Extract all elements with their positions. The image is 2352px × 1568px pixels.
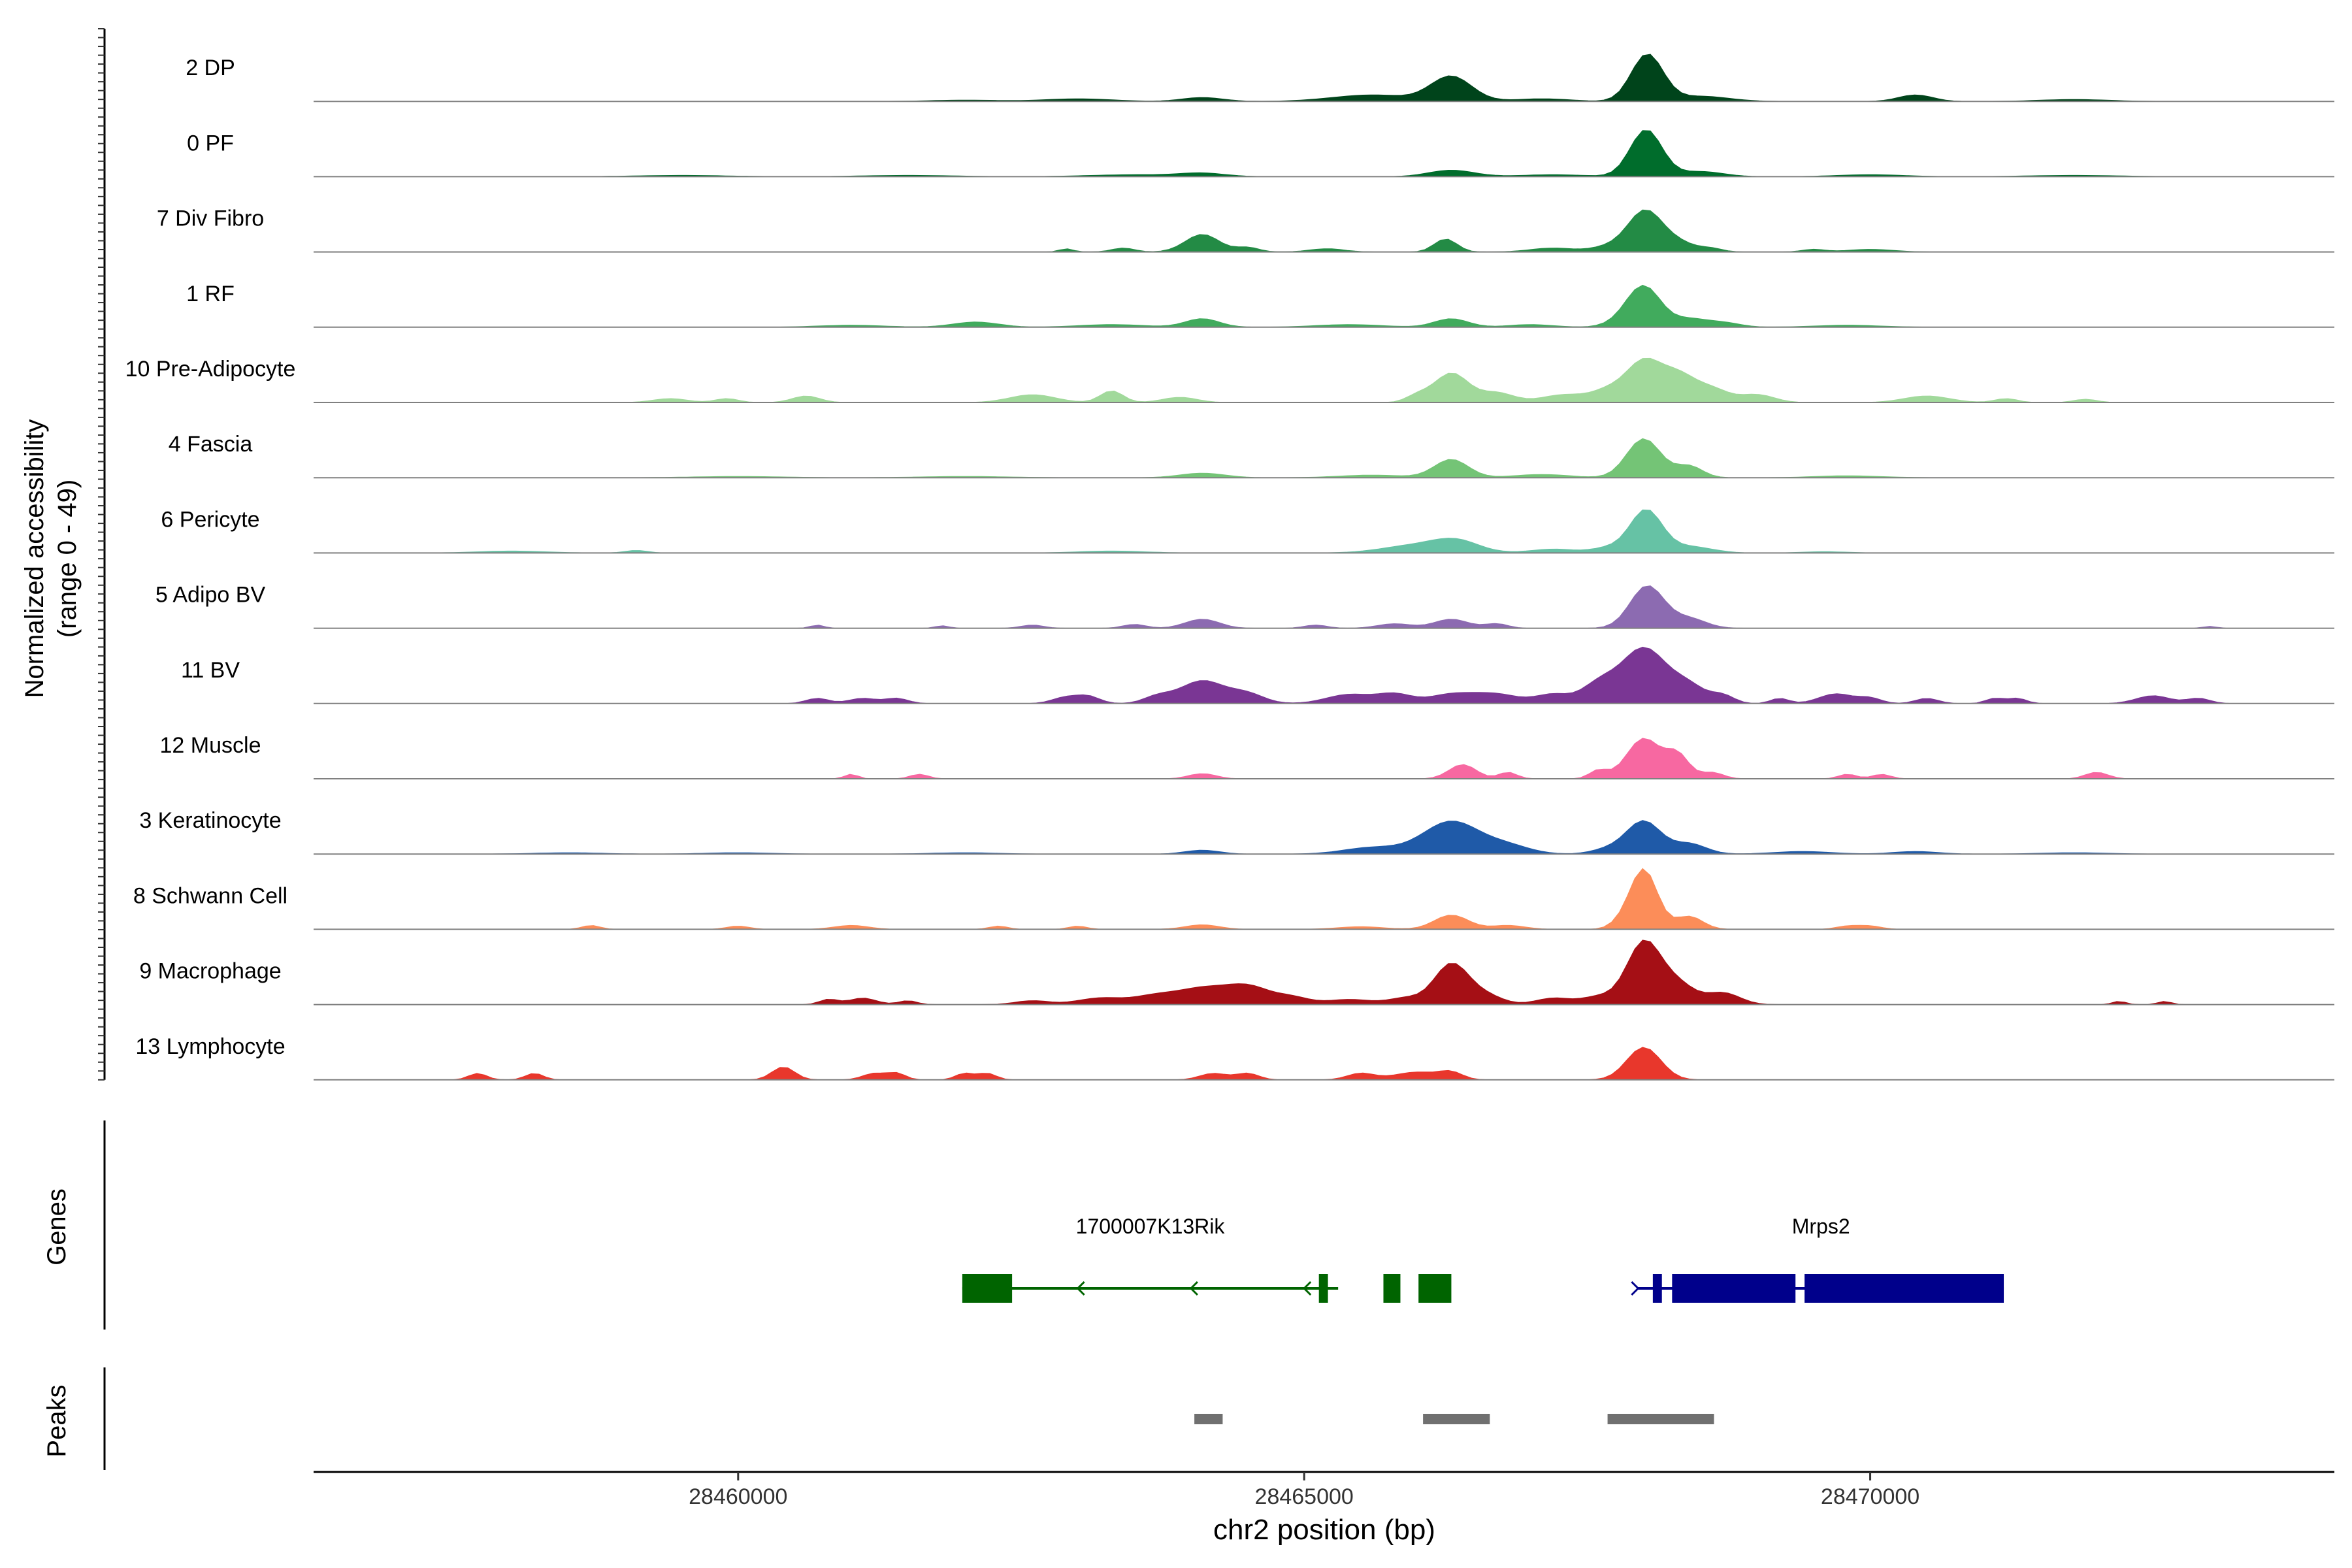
gene-exon: [1318, 1274, 1328, 1303]
gene-exon: [1672, 1274, 1796, 1303]
gene-1700007k13rik: 1700007K13Rik: [962, 1215, 1452, 1303]
peak-region: [1607, 1414, 1714, 1424]
gene-label: Mrps2: [1792, 1215, 1850, 1238]
x-tick-label: 28460000: [689, 1484, 787, 1509]
gene-exon: [1418, 1274, 1452, 1303]
track-label: 10 Pre-Adipocyte: [125, 357, 296, 382]
track-label: 6 Pericyte: [161, 507, 259, 532]
peaks-track: [103, 1367, 1714, 1470]
strand-arrow: [1631, 1281, 1640, 1296]
coverage-area: [314, 438, 2334, 478]
coverage-area: [314, 130, 2334, 177]
gene-label: 1700007K13Rik: [1076, 1215, 1226, 1238]
coverage-area: [314, 738, 2334, 779]
peak-region: [1423, 1414, 1490, 1424]
gene-exon: [1383, 1274, 1401, 1303]
track-label: 0 PF: [187, 131, 234, 155]
coverage-area: [314, 284, 2334, 328]
coverage-area: [314, 1047, 2334, 1081]
coverage-area: [314, 585, 2334, 629]
gene-mrps2: Mrps2: [1631, 1215, 2004, 1303]
coverage-area: [314, 868, 2334, 930]
y-axis: [98, 28, 106, 1081]
track-2-dp: 2 DP: [186, 54, 2334, 103]
track-label: 12 Muscle: [160, 733, 261, 758]
strand-arrow: [1076, 1281, 1085, 1296]
gene-exon: [962, 1274, 1013, 1303]
genes-track-label: Genes: [42, 1188, 71, 1266]
track-13-lymphocyte: 13 Lymphocyte: [135, 1034, 2334, 1081]
coverage-area: [314, 646, 2334, 704]
x-axis-label: chr2 position (bp): [1213, 1514, 1435, 1546]
track-8-schwann-cell: 8 Schwann Cell: [133, 868, 2334, 930]
y-axis-label-line1: Normalized accessibility: [20, 419, 49, 698]
x-tick-label: 28465000: [1255, 1484, 1354, 1509]
track-12-muscle: 12 Muscle: [160, 733, 2334, 779]
coverage-area: [314, 54, 2334, 102]
coverage-area: [314, 509, 2334, 553]
coverage-area: [314, 939, 2334, 1005]
gene-exon: [1805, 1274, 2004, 1303]
track-1-rf: 1 RF: [186, 282, 2334, 328]
coverage-area: [314, 820, 2334, 855]
peak-region: [1194, 1414, 1223, 1424]
track-label: 3 Keratinocyte: [139, 808, 281, 833]
track-label: 1 RF: [186, 282, 235, 306]
track-label: 2 DP: [186, 56, 235, 80]
track-label: 11 BV: [181, 658, 240, 683]
track-3-keratinocyte: 3 Keratinocyte: [139, 808, 2334, 855]
track-0-pf: 0 PF: [187, 130, 2334, 178]
track-label: 8 Schwann Cell: [133, 883, 287, 908]
track-10-pre-adipocyte: 10 Pre-Adipocyte: [125, 357, 2334, 403]
track-9-macrophage: 9 Macrophage: [139, 939, 2334, 1005]
track-label: 13 Lymphocyte: [135, 1034, 285, 1059]
x-axis: 28460000 28465000 28470000: [314, 1471, 2334, 1509]
peaks-track-label: Peaks: [42, 1384, 71, 1457]
strand-arrow: [1303, 1281, 1312, 1296]
y-axis-label-line2: (range 0 - 49): [53, 480, 82, 638]
track-label: 9 Macrophage: [139, 959, 281, 984]
x-tick-label: 28470000: [1821, 1484, 1919, 1509]
track-label: 5 Adipo BV: [155, 583, 266, 608]
strand-arrow: [1189, 1281, 1198, 1296]
track-label: 4 Fascia: [169, 432, 253, 457]
coverage-area: [314, 209, 2334, 253]
gene-exon: [1652, 1274, 1662, 1303]
track-label: 7 Div Fibro: [157, 206, 264, 231]
track-5-adipo-bv: 5 Adipo BV: [155, 583, 2334, 629]
track-7-div-fibro: 7 Div Fibro: [157, 206, 2334, 253]
genes-track: 1700007K13Rik Mrps2: [103, 1120, 2004, 1330]
accessibility-tracks: 2 DP 0 PF 7 Div Fibro 1 RF 10 Pre-Adipocyte 4…: [125, 54, 2334, 1081]
coverage-area: [314, 357, 2334, 403]
track-6-pericyte: 6 Pericyte: [161, 507, 2334, 554]
track-4-fascia: 4 Fascia: [169, 432, 2334, 479]
track-11-bv: 11 BV: [181, 646, 2334, 704]
